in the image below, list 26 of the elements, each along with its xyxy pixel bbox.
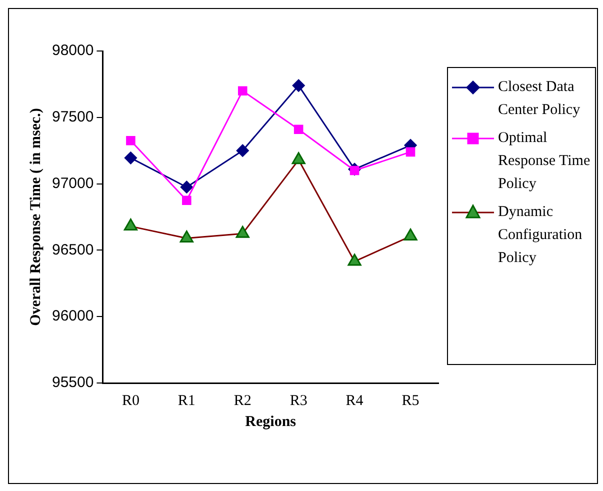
point: [180, 180, 193, 194]
x-tick-label: R4: [346, 392, 364, 409]
x-tick-label: R1: [178, 392, 196, 409]
y-tick-label: 97500: [52, 108, 94, 126]
x-tick-label: R0: [122, 392, 140, 409]
x-tick-label: R3: [290, 392, 308, 409]
point: [182, 196, 192, 206]
point: [236, 144, 249, 157]
y-tick-label: 96500: [52, 241, 94, 258]
y-axis-title: Overall Response Time ( in msec.): [28, 108, 44, 326]
legend-label: Closest Data Center Policy: [498, 78, 582, 120]
y-tick-label: 96000: [52, 308, 94, 325]
y-tick-label: 95500: [52, 374, 94, 392]
y-tick-label: 98000: [52, 42, 94, 60]
point: [406, 147, 416, 157]
legend-label: Dynamic Configuration Policy: [498, 203, 584, 268]
point: [124, 152, 137, 164]
point: [126, 136, 136, 146]
point: [294, 124, 304, 134]
x-axis-title: Regions: [245, 414, 296, 430]
x-tick-label: R5: [402, 392, 420, 409]
y-tick-label: 97000: [52, 174, 94, 192]
point: [292, 79, 305, 92]
legend-label: Optimal Response Time Policy: [498, 129, 592, 194]
x-tick-label: R2: [234, 392, 252, 409]
point: [238, 86, 248, 96]
